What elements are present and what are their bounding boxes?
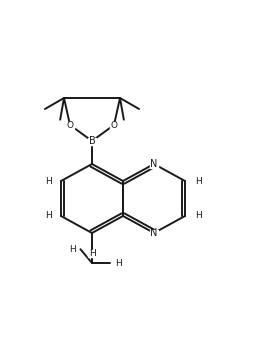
Text: H: H bbox=[69, 245, 76, 254]
FancyBboxPatch shape bbox=[110, 121, 118, 129]
FancyBboxPatch shape bbox=[150, 230, 158, 237]
FancyBboxPatch shape bbox=[113, 259, 123, 267]
Text: N: N bbox=[150, 228, 158, 238]
FancyBboxPatch shape bbox=[68, 246, 77, 253]
FancyBboxPatch shape bbox=[88, 137, 96, 144]
Text: H: H bbox=[45, 176, 51, 186]
FancyBboxPatch shape bbox=[194, 177, 202, 185]
Text: H: H bbox=[195, 176, 201, 186]
Text: H: H bbox=[89, 249, 95, 257]
FancyBboxPatch shape bbox=[194, 212, 202, 220]
FancyBboxPatch shape bbox=[44, 212, 52, 220]
Text: H: H bbox=[195, 211, 201, 221]
Text: N: N bbox=[150, 159, 158, 169]
FancyBboxPatch shape bbox=[88, 250, 97, 256]
Text: O: O bbox=[111, 120, 118, 130]
Text: H: H bbox=[115, 258, 121, 268]
FancyBboxPatch shape bbox=[44, 177, 52, 185]
Text: O: O bbox=[67, 120, 73, 130]
Text: B: B bbox=[89, 136, 95, 146]
FancyBboxPatch shape bbox=[150, 160, 158, 168]
FancyBboxPatch shape bbox=[66, 121, 74, 129]
Text: H: H bbox=[45, 211, 51, 221]
